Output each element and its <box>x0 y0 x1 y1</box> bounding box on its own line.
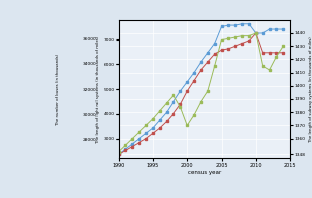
Line: Subways: Subways <box>117 23 285 156</box>
Subways <box>172 100 175 103</box>
Light rails <box>220 49 223 51</box>
Buses <box>254 32 258 34</box>
Buses <box>213 65 217 67</box>
Subways <box>130 143 134 145</box>
Buses <box>220 38 223 41</box>
Subways <box>233 24 237 26</box>
Buses <box>192 114 196 116</box>
Subways <box>124 148 127 150</box>
Subways <box>178 90 182 92</box>
Light rails <box>268 52 271 54</box>
Buses <box>261 65 265 67</box>
Buses <box>199 100 203 103</box>
X-axis label: census year: census year <box>188 170 221 175</box>
Light rails <box>199 69 203 71</box>
Subways <box>213 42 217 45</box>
Subways <box>192 71 196 74</box>
Light rails <box>185 90 189 92</box>
Light rails <box>254 32 258 34</box>
Buses <box>124 144 127 146</box>
Light rails <box>144 137 148 140</box>
Y-axis label: The length of subway systems (in thousands of miles): The length of subway systems (in thousan… <box>310 36 312 142</box>
Subways <box>281 28 285 30</box>
Subways <box>185 81 189 83</box>
Buses <box>240 34 244 37</box>
Buses <box>151 118 155 120</box>
Subways <box>117 153 120 156</box>
Buses <box>233 36 237 38</box>
Light rails <box>130 145 134 148</box>
Subways <box>227 24 230 26</box>
Subways <box>165 111 168 113</box>
Line: Light rails: Light rails <box>117 32 285 156</box>
Light rails <box>240 42 244 45</box>
Buses <box>247 34 251 37</box>
Light rails <box>137 141 141 144</box>
Buses <box>281 45 285 47</box>
Light rails <box>213 53 217 55</box>
Light rails <box>151 132 155 134</box>
Buses <box>275 56 278 58</box>
Buses <box>165 102 168 104</box>
Light rails <box>165 120 168 123</box>
Light rails <box>172 112 175 115</box>
Light rails <box>124 149 127 152</box>
Buses <box>130 137 134 140</box>
Subways <box>220 25 223 28</box>
Subways <box>275 28 278 30</box>
Subways <box>137 137 141 140</box>
Buses <box>117 151 120 153</box>
Buses <box>227 37 230 39</box>
Light rails <box>158 127 162 129</box>
Light rails <box>233 45 237 47</box>
Subways <box>261 32 265 34</box>
Subways <box>268 28 271 30</box>
Line: Buses: Buses <box>117 32 285 153</box>
Buses <box>172 94 175 96</box>
Subways <box>254 32 258 34</box>
Light rails <box>261 52 265 54</box>
Light rails <box>247 40 251 42</box>
Light rails <box>178 103 182 106</box>
Buses <box>158 110 162 112</box>
Buses <box>137 131 141 133</box>
Light rails <box>275 52 278 54</box>
Subways <box>151 127 155 129</box>
Light rails <box>227 48 230 50</box>
Subways <box>144 132 148 134</box>
Subways <box>247 23 251 25</box>
Light rails <box>192 79 196 82</box>
Y-axis label: The number of buses (in thousands): The number of buses (in thousands) <box>56 53 60 125</box>
Buses <box>268 69 271 71</box>
Light rails <box>206 61 210 63</box>
Subways <box>199 61 203 63</box>
Light rails <box>117 153 120 156</box>
Subways <box>206 52 210 54</box>
Light rails <box>281 52 285 54</box>
Y-axis label: The length of light rail systems (in thousands of miles): The length of light rail systems (in tho… <box>96 35 100 143</box>
Buses <box>178 106 182 108</box>
Buses <box>206 90 210 92</box>
Subways <box>158 119 162 121</box>
Buses <box>185 124 189 127</box>
Buses <box>144 124 148 127</box>
Subways <box>240 23 244 25</box>
